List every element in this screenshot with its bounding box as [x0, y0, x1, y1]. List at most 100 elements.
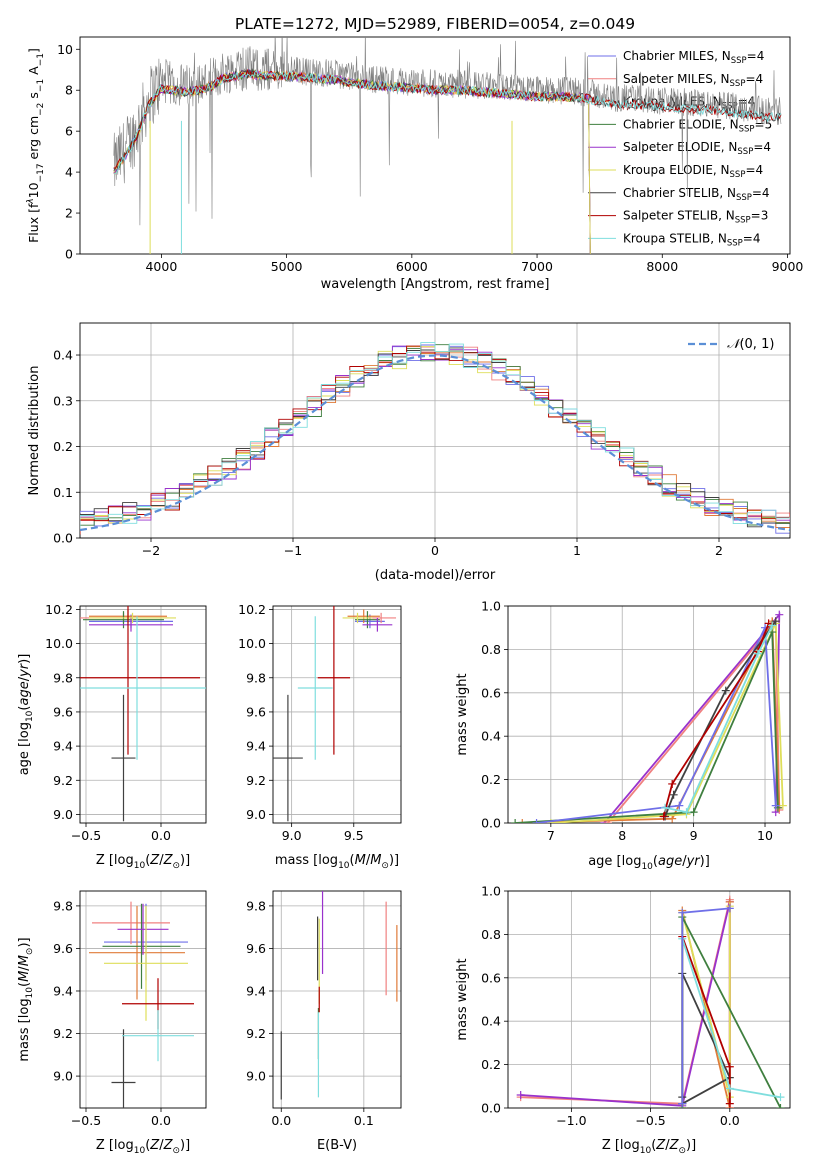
y-axis-label: Flux [fλ10−17 erg cm−2 s−1 A−1] — [26, 48, 46, 243]
y-tick-label: 0.6 — [481, 685, 501, 700]
x-tick-label: 4000 — [145, 259, 177, 274]
plot-area — [280, 891, 398, 1100]
legend-sub: SSP — [736, 193, 752, 203]
weight-marker — [725, 904, 734, 913]
legend-entry: Chabrier ELODIE, NSSP=5 — [623, 117, 772, 134]
weight-marker — [689, 808, 698, 817]
plot-area — [89, 901, 194, 1108]
errorbar-kroupa-stelib — [297, 616, 333, 760]
legend-label: Salpeter MILES, N — [623, 72, 730, 86]
label-part: Z — [669, 1138, 680, 1153]
y-tick-label: 9.0 — [53, 807, 73, 822]
weight-path — [681, 973, 731, 1105]
y-axis-label: mass weight — [455, 673, 470, 755]
weight-line-chabrier-miles — [532, 623, 780, 823]
legend-sub: SSP — [737, 147, 753, 157]
weight-line-kroupa-stelib — [661, 621, 777, 817]
label-part: 10 — [25, 987, 35, 999]
y-axis-label: Normed distribution — [27, 366, 42, 496]
legend-label: Chabrier STELIB, N — [623, 186, 736, 200]
errorbar-kroupa-elodie — [89, 612, 176, 624]
legend-label: Salpeter STELIB, N — [623, 209, 735, 223]
x-tick-label: 0.0 — [720, 1113, 740, 1128]
x-tick-label: −2 — [142, 543, 160, 558]
weight-line-chabrier-miles — [678, 904, 734, 1108]
mass-vs-Z-panel: −0.5 0.09.09.29.49.69.8Z [log10(Z/Z⊙)]mas… — [17, 890, 207, 1156]
x-tick-label: 5000 — [271, 259, 303, 274]
y-tick-label: 9.6 — [246, 704, 266, 719]
model-spectrum-kroupa-stelib — [113, 70, 782, 175]
x-axis-label: E(B-V) — [317, 1138, 357, 1153]
label-part: ( — [653, 854, 658, 869]
legend-label: Kroupa STELIB, N — [623, 231, 727, 245]
x-tick-label: 0.0 — [271, 1113, 291, 1128]
legend-label: Chabrier ELODIE, N — [623, 117, 739, 131]
weight-marker — [518, 819, 527, 823]
y-tick-label: 10.2 — [238, 602, 266, 617]
weight-marker — [682, 808, 691, 817]
label-part: ( — [17, 706, 32, 711]
legend-sub: SSP — [730, 79, 746, 89]
x-tick-label: 8000 — [646, 259, 678, 274]
weight-path — [550, 623, 784, 823]
x-tick-label: 2 — [715, 543, 723, 558]
y-label-part: −2 — [36, 103, 46, 116]
y-tick-label: 9.8 — [53, 670, 73, 685]
x-tick-label: −0.5 — [71, 1113, 101, 1128]
x-tick-label: 8 — [618, 828, 626, 843]
weight-line-kroupa-miles — [518, 617, 784, 823]
legend-suffix: =4 — [753, 140, 771, 154]
errorbar-kroupa-miles — [89, 905, 185, 1000]
errorbar-salpeter-stelib — [317, 606, 351, 755]
legend-suffix: =4 — [745, 163, 763, 177]
errorbar-kroupa-stelib — [122, 1010, 194, 1062]
y-tick-label: 9.4 — [53, 983, 73, 998]
y-label-part: 10 — [26, 182, 41, 198]
y-tick-label: 9.2 — [246, 773, 266, 788]
weight-marker — [659, 812, 668, 821]
residuals-panel: −2 −1 0 1 2 0.0 0.1 0.2 0.3 0.4 𝒩(0, 1) (data-model… — [27, 322, 791, 583]
label-part: )] — [389, 853, 399, 868]
x-tick-label: 0 — [431, 543, 439, 558]
legend-entry: Salpeter STELIB, NSSP=3 — [623, 209, 768, 226]
errorbar-chabrier-stelib — [111, 1029, 136, 1108]
legend-suffix: =4 — [743, 231, 761, 245]
histogram-kroupa-miles — [80, 346, 790, 528]
legend-suffix: =4 — [747, 49, 765, 63]
axes-frame — [272, 890, 402, 1109]
weight-path — [515, 631, 779, 823]
weight-marker — [753, 649, 762, 658]
x-tick-label: 0.0 — [151, 1113, 171, 1128]
label-part: 10 — [134, 1146, 146, 1156]
label-part: )] — [17, 654, 32, 664]
weight-marker — [661, 803, 670, 812]
x-axis-label: Z [log10(Z/Z⊙)] — [96, 1138, 190, 1156]
y-tick-label: 0 — [65, 247, 73, 262]
y-tick-label: 0.2 — [481, 1057, 501, 1072]
weight-path — [522, 617, 781, 823]
y-label-part: ] — [26, 48, 41, 53]
y-tick-label: 0.0 — [481, 816, 501, 831]
y-tick-label: 9.2 — [53, 773, 73, 788]
weight-marker — [725, 1099, 734, 1108]
normal-curve — [80, 354, 790, 532]
x-tick-label: −1 — [284, 543, 302, 558]
label-part: / — [17, 966, 32, 971]
y-tick-label: 9.4 — [246, 739, 266, 754]
label-part: / — [682, 854, 687, 869]
axes-frame — [272, 605, 402, 824]
weight-marker — [511, 819, 520, 823]
y-tick-label: 9.2 — [246, 1026, 266, 1041]
plot-area — [80, 606, 206, 822]
y-label-part: A — [26, 66, 41, 79]
y-tick-label: 0.8 — [481, 927, 501, 942]
axes-frame — [507, 890, 791, 1109]
label-part: Z — [149, 1138, 160, 1153]
legend-label: Salpeter ELODIE, N — [623, 140, 737, 154]
y-tick-label: 0.2 — [481, 772, 501, 787]
y-tick-label: 6 — [65, 124, 73, 139]
errorbar-salpeter-stelib — [80, 606, 200, 755]
weight-marker — [776, 1104, 785, 1108]
errorbar-kroupa-stelib — [80, 616, 206, 760]
